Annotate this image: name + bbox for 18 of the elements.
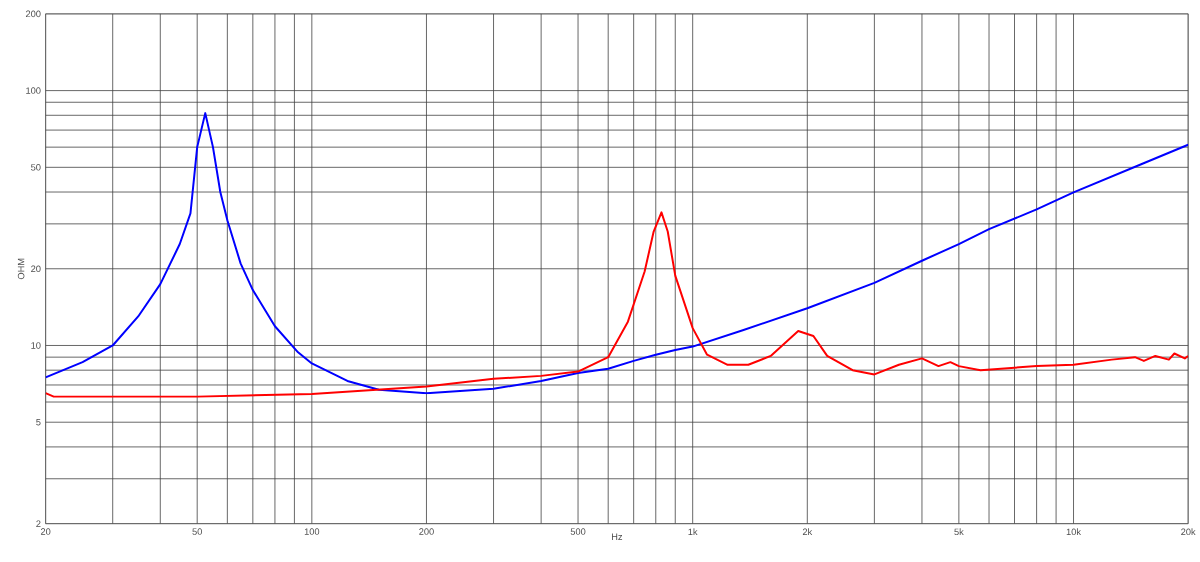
y-tick-label: 200 [25,10,41,17]
x-tick-label: 1k [688,528,698,535]
x-tick-label: 50 [192,528,202,535]
x-tick-label: 500 [570,528,586,535]
x-axis-title: Hz [612,533,623,540]
y-axis-title: OHM [17,258,25,279]
x-tick-label: 2k [802,528,813,535]
x-tick-label: 5k [954,528,964,535]
x-tick-label: 100 [304,528,320,535]
y-tick-label: 10 [31,342,41,349]
y-tick-label: 20 [31,265,41,272]
y-tick-label: 5 [36,418,41,426]
x-tick-label: 200 [419,528,434,535]
y-tick-label: 2 [36,520,41,527]
x-tick-label: 10k [1066,528,1081,535]
y-tick-label: 50 [31,163,41,171]
y-tick-label: 100 [26,87,41,94]
x-tick-label: 20k [1181,528,1196,535]
